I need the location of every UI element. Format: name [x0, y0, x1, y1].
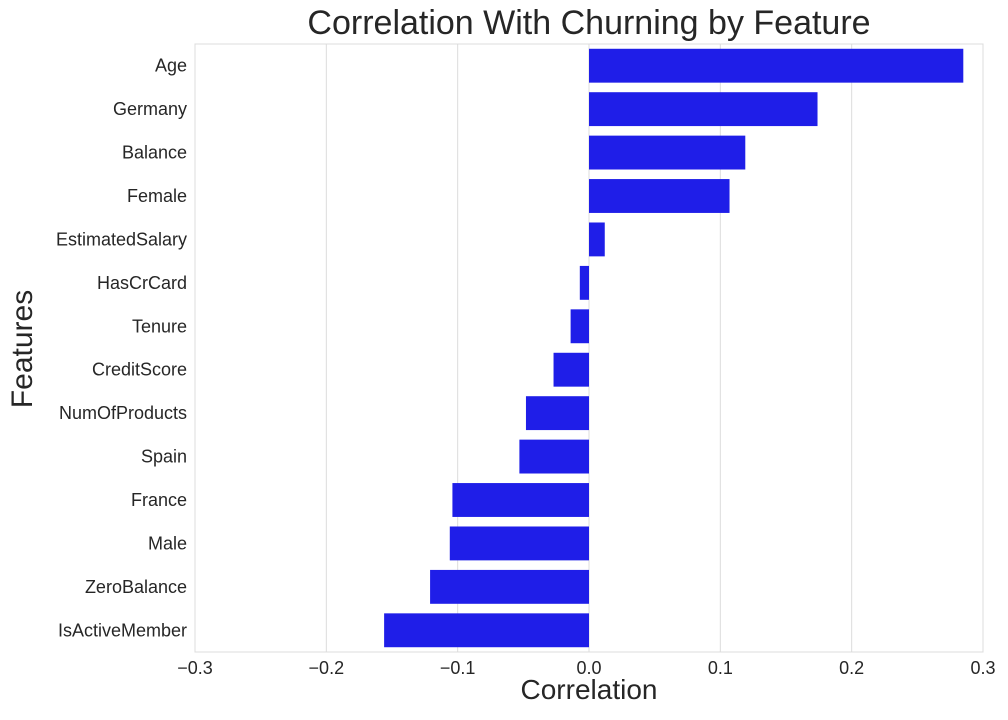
y-tick-label: Balance — [122, 143, 187, 163]
x-tick-labels: −0.3 −0.2 −0.1 0.0 0.1 0.2 0.3 — [177, 658, 995, 678]
bar — [579, 265, 589, 300]
y-tick-labels: Age Germany Balance Female EstimatedSalary Ha… — [56, 56, 187, 641]
y-tick-label: Spain — [141, 447, 187, 467]
bar — [589, 222, 605, 257]
chart-title: Correlation With Churning by Feature — [307, 4, 871, 42]
bar — [430, 569, 589, 604]
x-axis-label: Correlation — [520, 674, 658, 705]
x-tick-label: 0.0 — [576, 658, 601, 678]
y-tick-label: HasCrCard — [97, 273, 187, 293]
bar — [553, 352, 589, 387]
x-tick-label: 0.1 — [708, 658, 733, 678]
bar — [589, 92, 818, 127]
bar — [452, 483, 589, 517]
y-tick-label: CreditScore — [92, 360, 187, 380]
x-tick-label: −0.1 — [440, 658, 476, 678]
x-tick-label: −0.3 — [177, 658, 213, 678]
x-tick-label: 0.2 — [839, 658, 864, 678]
y-tick-label: EstimatedSalary — [56, 229, 187, 249]
bar — [589, 135, 746, 170]
bar — [449, 526, 589, 561]
x-tick-label: −0.2 — [309, 658, 345, 678]
y-tick-label: Tenure — [132, 316, 187, 336]
x-tick-label: 0.3 — [970, 658, 995, 678]
y-tick-label: Female — [127, 186, 187, 206]
y-axis-label: Features — [6, 289, 39, 409]
y-tick-label: Age — [155, 56, 187, 76]
bar — [570, 309, 589, 344]
y-tick-label: ZeroBalance — [85, 577, 187, 597]
bar — [525, 396, 589, 431]
bar-layer — [384, 48, 964, 648]
y-tick-label: Germany — [113, 99, 187, 119]
grid-layer — [194, 43, 984, 653]
bar — [589, 48, 964, 83]
y-tick-label: France — [131, 490, 187, 510]
y-tick-label: IsActiveMember — [58, 620, 187, 640]
bar — [519, 439, 589, 474]
bar — [589, 179, 730, 213]
bar — [384, 613, 589, 648]
y-tick-label: Male — [148, 533, 187, 553]
y-tick-label: NumOfProducts — [59, 403, 187, 423]
